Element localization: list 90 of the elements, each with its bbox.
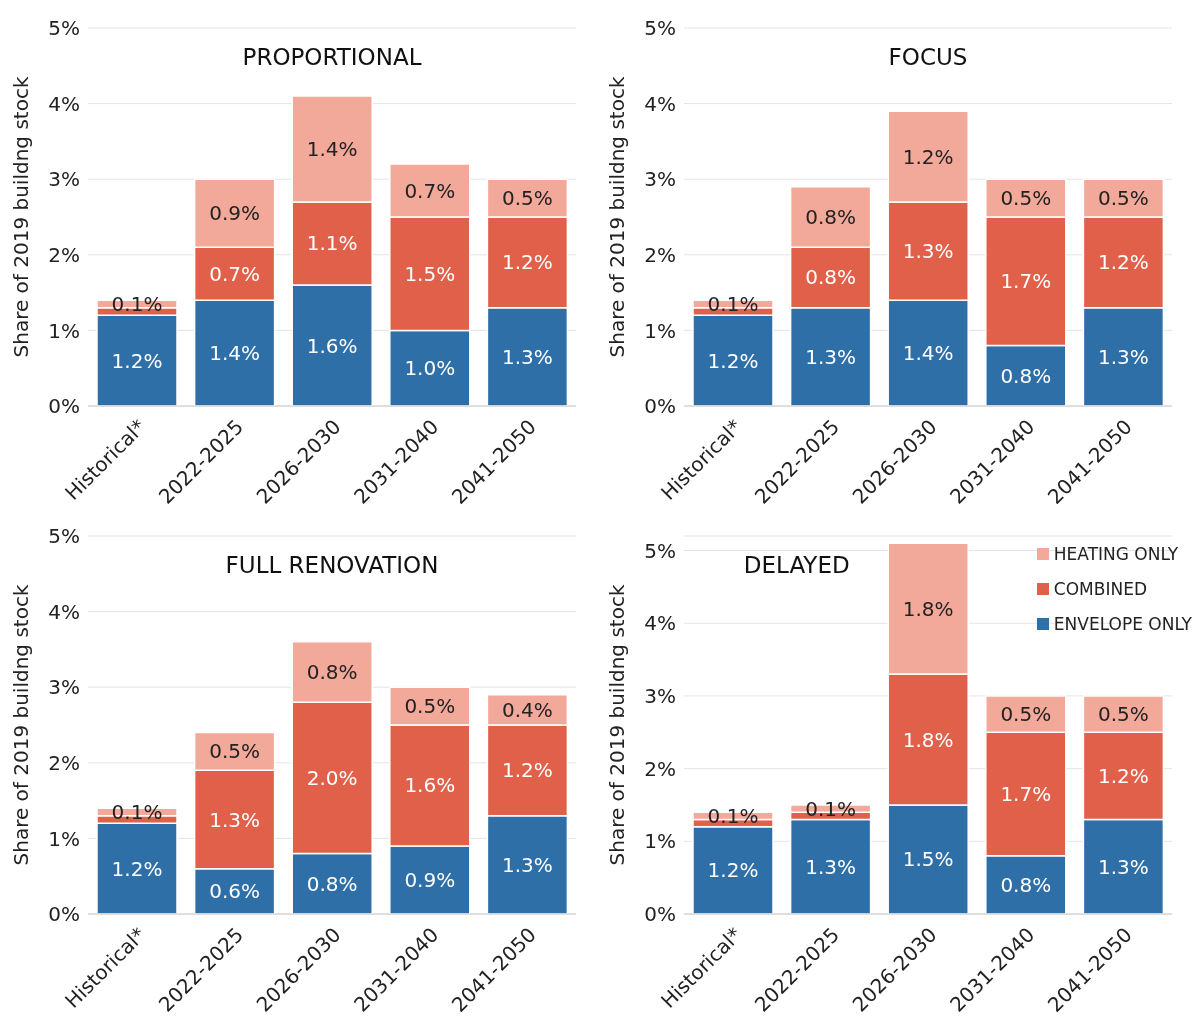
data-label: 1.2% — [902, 144, 954, 169]
data-label: 0.8% — [306, 660, 358, 685]
data-label: 1.3% — [501, 344, 553, 369]
y-tick-label: 5% — [644, 16, 676, 41]
data-label: 1.4% — [306, 136, 358, 161]
data-label: 1.7% — [1000, 782, 1052, 807]
y-tick-label: 5% — [48, 16, 80, 41]
data-label: 0.7% — [209, 261, 261, 286]
data-label: 1.3% — [1097, 854, 1149, 879]
data-label: 1.3% — [501, 852, 553, 877]
data-label: 0.1% — [111, 291, 163, 316]
data-label: 0.9% — [209, 201, 261, 226]
data-label: 0.5% — [1000, 702, 1052, 727]
y-tick-label: 3% — [48, 675, 80, 700]
data-label: 1.3% — [902, 239, 954, 264]
data-label: 0.8% — [306, 871, 358, 896]
data-label: 0.8% — [805, 265, 857, 290]
data-label: 0.5% — [1097, 186, 1149, 211]
y-tick-label: 1% — [644, 318, 676, 343]
y-tick-label: 5% — [48, 524, 80, 549]
data-label: 0.1% — [111, 799, 163, 824]
y-tick-label: 1% — [48, 826, 80, 851]
data-label: 0.5% — [1097, 702, 1149, 727]
y-tick-label: 4% — [48, 91, 80, 116]
y-tick-label: 3% — [644, 167, 676, 192]
data-label: 1.3% — [805, 344, 857, 369]
y-tick-label: 2% — [644, 756, 676, 781]
y-tick-label: 2% — [48, 750, 80, 775]
data-label: 1.2% — [501, 250, 553, 275]
data-label: 0.5% — [404, 694, 456, 719]
y-tick-label: 0% — [644, 902, 676, 927]
y-tick-label: 3% — [48, 167, 80, 192]
data-label: 0.5% — [501, 186, 553, 211]
data-label: 1.3% — [209, 807, 261, 832]
y-tick-label: 4% — [644, 611, 676, 636]
text: FULL RENOVATION — [224, 552, 440, 578]
y-axis-title: Share of 2019 buildng stock — [605, 76, 630, 358]
y-axis-title: Share of 2019 buildng stock — [605, 584, 630, 866]
y-tick-label: 5% — [644, 538, 676, 563]
data-label: 1.3% — [1097, 344, 1149, 369]
data-label: 0.6% — [209, 879, 261, 904]
data-label: 0.1% — [707, 291, 759, 316]
data-label: 0.5% — [1000, 186, 1052, 211]
data-label: 1.2% — [1097, 250, 1149, 275]
data-label: 1.5% — [902, 847, 954, 872]
data-label: 1.2% — [111, 348, 163, 373]
legend-label: HEATING ONLY — [1052, 542, 1180, 566]
data-label: 1.4% — [902, 341, 954, 366]
legend-label: ENVELOPE ONLY — [1052, 612, 1192, 636]
text: PROPORTIONAL — [241, 44, 423, 70]
data-label: 1.5% — [404, 261, 456, 286]
data-label: 0.9% — [404, 867, 456, 892]
y-tick-label: 0% — [48, 394, 80, 419]
y-tick-label: 3% — [644, 684, 676, 709]
data-label: 2.0% — [306, 765, 358, 790]
y-tick-label: 4% — [644, 91, 676, 116]
text: DELAYED — [742, 552, 851, 578]
data-label: 1.2% — [1097, 763, 1149, 788]
y-tick-label: 4% — [48, 599, 80, 624]
data-label: 0.1% — [707, 803, 759, 828]
data-label: 0.8% — [1000, 872, 1052, 897]
y-tick-label: 1% — [644, 829, 676, 854]
data-label: 1.8% — [902, 596, 954, 621]
data-label: 1.2% — [707, 348, 759, 373]
y-tick-label: 2% — [48, 242, 80, 267]
data-label: 1.0% — [404, 356, 456, 381]
data-label: 1.4% — [209, 341, 261, 366]
data-label: 0.5% — [209, 739, 261, 764]
data-label: 1.3% — [805, 854, 857, 879]
text: FOCUS — [887, 44, 969, 70]
data-label: 1.6% — [404, 773, 456, 798]
data-label: 0.1% — [805, 796, 857, 821]
data-label: 0.8% — [805, 205, 857, 229]
data-label: 1.2% — [501, 758, 553, 783]
data-label: 0.8% — [1000, 363, 1052, 388]
y-tick-label: 0% — [48, 902, 80, 927]
y-tick-label: 0% — [644, 394, 676, 419]
data-label: 1.1% — [306, 231, 358, 256]
data-label: 1.6% — [306, 333, 358, 358]
data-label: 1.2% — [707, 858, 759, 883]
legend-label: COMBINED — [1052, 577, 1148, 601]
y-axis-title: Share of 2019 buildng stock — [9, 584, 34, 866]
data-label: 1.8% — [902, 727, 954, 752]
y-tick-label: 1% — [48, 318, 80, 343]
data-label: 0.4% — [501, 697, 553, 722]
y-axis-title: Share of 2019 buildng stock — [9, 76, 34, 358]
y-tick-label: 2% — [644, 242, 676, 267]
data-label: 1.2% — [111, 856, 163, 881]
data-label: 1.7% — [1000, 269, 1052, 294]
data-label: 0.7% — [404, 178, 456, 203]
